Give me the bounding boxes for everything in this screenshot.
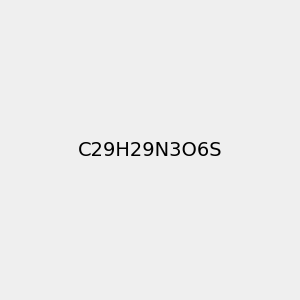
Text: C29H29N3O6S: C29H29N3O6S [78,140,222,160]
